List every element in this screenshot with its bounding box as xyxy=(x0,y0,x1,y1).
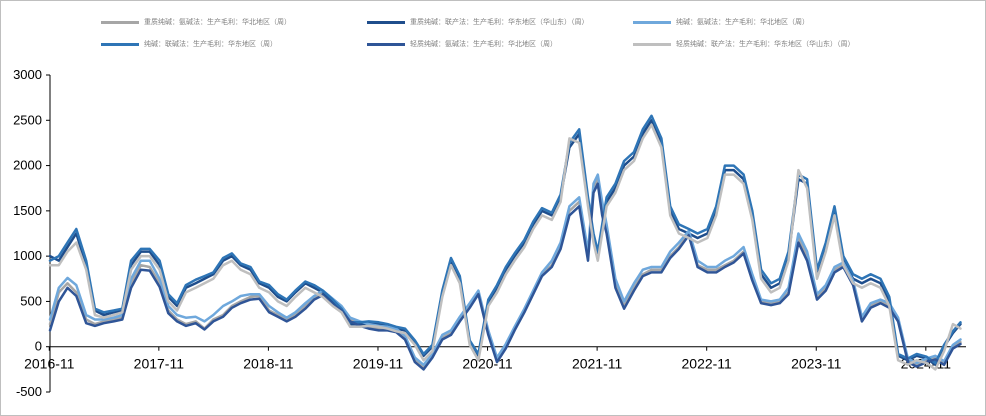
legend-label-6: 轻质纯碱：联产法：生产毛利：华东地区（华山东）（周） xyxy=(676,40,855,48)
y-tick-label: 1500 xyxy=(13,203,42,218)
x-tick-label: 2023-11 xyxy=(791,356,842,372)
legend-label-2: 重质纯碱：联产法：生产毛利：华东地区（华山东）（周） xyxy=(410,18,589,26)
x-tick-label: 2019-11 xyxy=(353,356,404,372)
y-tick-label: 1000 xyxy=(13,248,42,263)
series-line-6 xyxy=(48,123,962,371)
y-tick-label: -500 xyxy=(16,384,42,399)
legend-label-1: 重质纯碱：氨碱法：生产毛利：华北地区（周） xyxy=(144,18,291,26)
legend: 重质纯碱：氨碱法：生产毛利：华北地区（周） 重质纯碱：联产法：生产毛利：华东地区… xyxy=(1,1,985,61)
y-tick-label: 3000 xyxy=(13,67,42,82)
legend-swatch-2 xyxy=(367,20,405,24)
legend-swatch-4 xyxy=(101,42,139,46)
series-layer xyxy=(48,114,962,371)
x-tick-label: 2018-11 xyxy=(243,356,294,372)
legend-swatch-5 xyxy=(367,42,405,46)
x-tick-label: 2017-11 xyxy=(134,356,185,372)
legend-label-3: 纯碱：氨碱法：生产毛利：华北地区（周） xyxy=(676,18,809,26)
x-tick-label: 2020-11 xyxy=(462,356,513,372)
x-tick-label: 2021-11 xyxy=(572,356,623,372)
legend-label-5: 轻质纯碱：氨碱法：生产毛利：华北地区（周） xyxy=(410,40,557,48)
y-tick-label: 2500 xyxy=(13,112,42,127)
legend-entry-3: 纯碱：氨碱法：生产毛利：华北地区（周） xyxy=(633,15,809,29)
legend-entry-5: 轻质纯碱：氨碱法：生产毛利：华北地区（周） xyxy=(367,37,557,51)
legend-swatch-1 xyxy=(101,20,139,24)
legend-entry-2: 重质纯碱：联产法：生产毛利：华东地区（华山东）（周） xyxy=(367,15,589,29)
legend-entry-1: 重质纯碱：氨碱法：生产毛利：华北地区（周） xyxy=(101,15,291,29)
legend-label-4: 纯碱：联碱法：生产毛利：华东地区（周） xyxy=(144,40,277,48)
series-line-5 xyxy=(48,182,962,371)
x-tick-label: 2022-11 xyxy=(682,356,733,372)
legend-entry-6: 轻质纯碱：联产法：生产毛利：华东地区（华山东）（周） xyxy=(633,37,855,51)
y-axis: -500 0 500 1000 1500 2000 2500 3000 xyxy=(13,67,51,399)
series-line-3 xyxy=(48,173,962,367)
y-tick-label: 0 xyxy=(35,339,42,354)
y-tick-label: 2000 xyxy=(13,158,42,173)
series-line-4 xyxy=(48,114,962,365)
legend-swatch-6 xyxy=(633,42,671,46)
series-line-2 xyxy=(48,119,962,367)
x-tick-label: 2016-11 xyxy=(24,356,75,372)
legend-entry-4: 纯碱：联碱法：生产毛利：华东地区（周） xyxy=(101,37,277,51)
legend-swatch-3 xyxy=(633,20,671,24)
y-tick-label: 500 xyxy=(20,293,42,308)
